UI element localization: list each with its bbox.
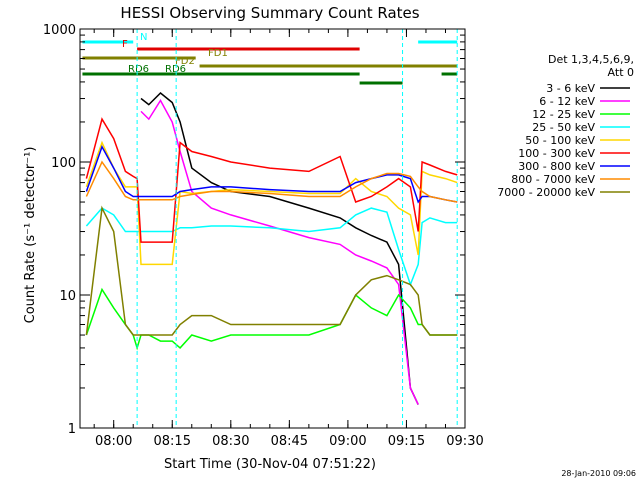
state-bar-label: FD1: [208, 48, 228, 59]
x-tick-label: 08:15: [154, 434, 191, 449]
y-tick-label: 10: [59, 289, 76, 304]
x-tick-label: 08:30: [212, 434, 249, 449]
legend-entry-label: 3 - 6 keV: [546, 82, 595, 95]
series-line: [85, 144, 458, 204]
marker-lines: [136, 29, 458, 428]
legend-header-line-2: Att 0: [608, 66, 634, 79]
legend-entry-label: 25 - 50 keV: [532, 121, 595, 134]
series-line: [85, 117, 458, 243]
timestamp: 28-Jan-2010 09:06: [561, 469, 636, 478]
series-line: [85, 140, 458, 266]
plot-frame: [79, 28, 466, 429]
y-axis: 1 10 100 1000: [43, 23, 465, 437]
series-line: [140, 91, 419, 405]
chart-title: HESSI Observing Summary Count Rates: [120, 4, 419, 22]
series-line: [85, 207, 458, 287]
legend-entry-label: 100 - 300 keV: [518, 147, 595, 160]
x-tick-label: 09:30: [446, 434, 483, 449]
state-bar-label: RD6: [128, 64, 149, 75]
legend-entry-label: 50 - 100 keV: [525, 134, 595, 147]
series-line: [85, 160, 458, 203]
legend-entry-label: 800 - 7000 keV: [511, 173, 595, 186]
x-axis: 08:00 08:15 08:30 08:45 09:00 09:15 09:30: [93, 29, 484, 449]
series-line: [85, 205, 458, 336]
y-tick-label: 1: [68, 422, 76, 437]
x-tick-label: 08:00: [95, 434, 132, 449]
state-bar-label: RD6: [165, 64, 186, 75]
series-line: [140, 99, 419, 405]
series-line: [85, 287, 458, 351]
y-tick-label: 1000: [43, 23, 76, 38]
legend-entry-label: 6 - 12 keV: [539, 95, 595, 108]
y-axis-label: Count Rate (s⁻¹ detector⁻¹): [23, 147, 38, 324]
x-axis-label: Start Time (30-Nov-04 07:51:22): [164, 457, 376, 472]
state-bar-label: FD2: [175, 56, 195, 67]
legend-entry-label: 300 - 800 keV: [518, 160, 595, 173]
state-bar-label: F: [122, 39, 128, 50]
x-tick-label: 08:45: [271, 434, 308, 449]
legend-entry-label: 7000 - 20000 keV: [497, 186, 595, 199]
x-tick-label: 09:15: [388, 434, 425, 449]
series-layer: [85, 91, 458, 405]
legend-header-line-1: Det 1,3,4,5,6,9,: [548, 53, 634, 66]
state-bar-label: N: [140, 32, 147, 43]
legend-entry-label: 12 - 25 keV: [532, 108, 595, 121]
x-tick-label: 09:00: [329, 434, 366, 449]
y-tick-label: 100: [51, 156, 76, 171]
